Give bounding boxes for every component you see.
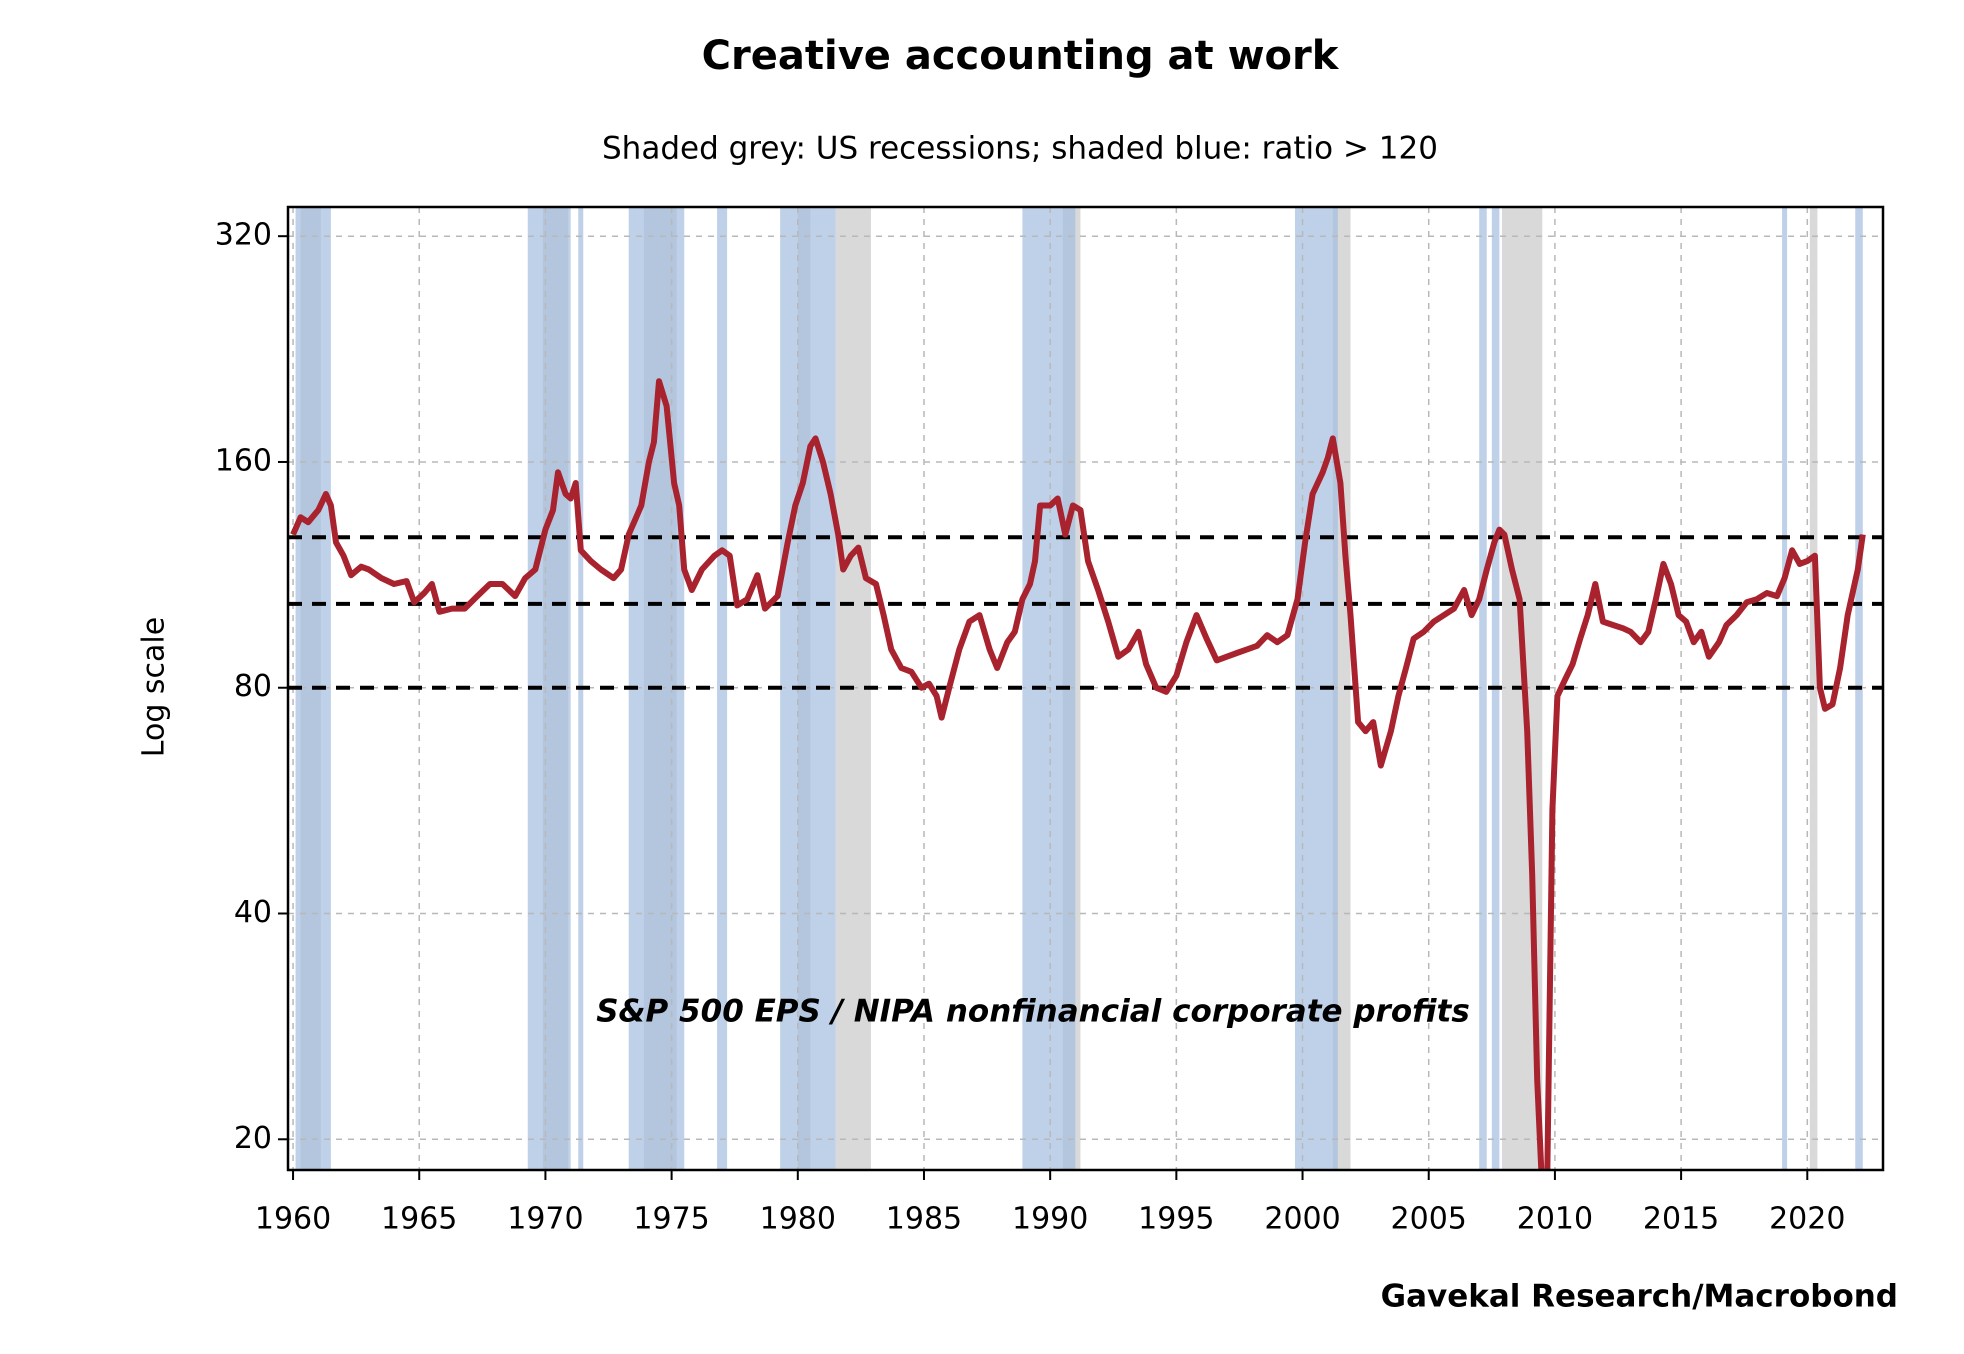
- x-tick-label: 1960: [255, 1202, 331, 1237]
- x-tick-label: 2005: [1391, 1202, 1467, 1237]
- x-tick-label: 1985: [886, 1202, 962, 1237]
- y-axis-label: Log scale: [137, 617, 172, 757]
- x-tick-label: 2015: [1643, 1202, 1719, 1237]
- y-tick-label: 40: [234, 895, 272, 930]
- x-tick-label: 2010: [1517, 1202, 1593, 1237]
- y-tick-label: 80: [234, 669, 272, 704]
- chart-title: Creative accounting at work: [702, 33, 1340, 79]
- highlight-band: [1479, 207, 1487, 1170]
- x-tick-label: 2020: [1769, 1202, 1845, 1237]
- series-label: S&P 500 EPS / NIPA nonfinancial corporat…: [596, 994, 1470, 1030]
- x-tick-label: 1980: [760, 1202, 836, 1237]
- lines: [288, 378, 1883, 1170]
- x-tick-label: 1975: [633, 1202, 709, 1237]
- plot-frame: [286, 205, 1885, 1172]
- x-tick-label: 1970: [507, 1202, 583, 1237]
- axes: 20 40 80 160 320 1960 1965 1970 1975 1980 1985 1990…: [215, 205, 1885, 1237]
- y-tick-label: 20: [234, 1121, 272, 1156]
- y-tick-label: 160: [215, 443, 272, 478]
- x-tick-label: 1990: [1012, 1202, 1088, 1237]
- x-tick-label: 2000: [1264, 1202, 1340, 1237]
- source: Gavekal Research/Macrobond: [1381, 1279, 1898, 1315]
- data-line: [290, 378, 1866, 1170]
- x-tick-label: 1965: [381, 1202, 457, 1237]
- y-tick-label: 320: [215, 218, 272, 253]
- chart-subtitle: Shaded grey: US recessions; shaded blue:…: [602, 131, 1438, 167]
- x-tick-label: 1995: [1138, 1202, 1214, 1237]
